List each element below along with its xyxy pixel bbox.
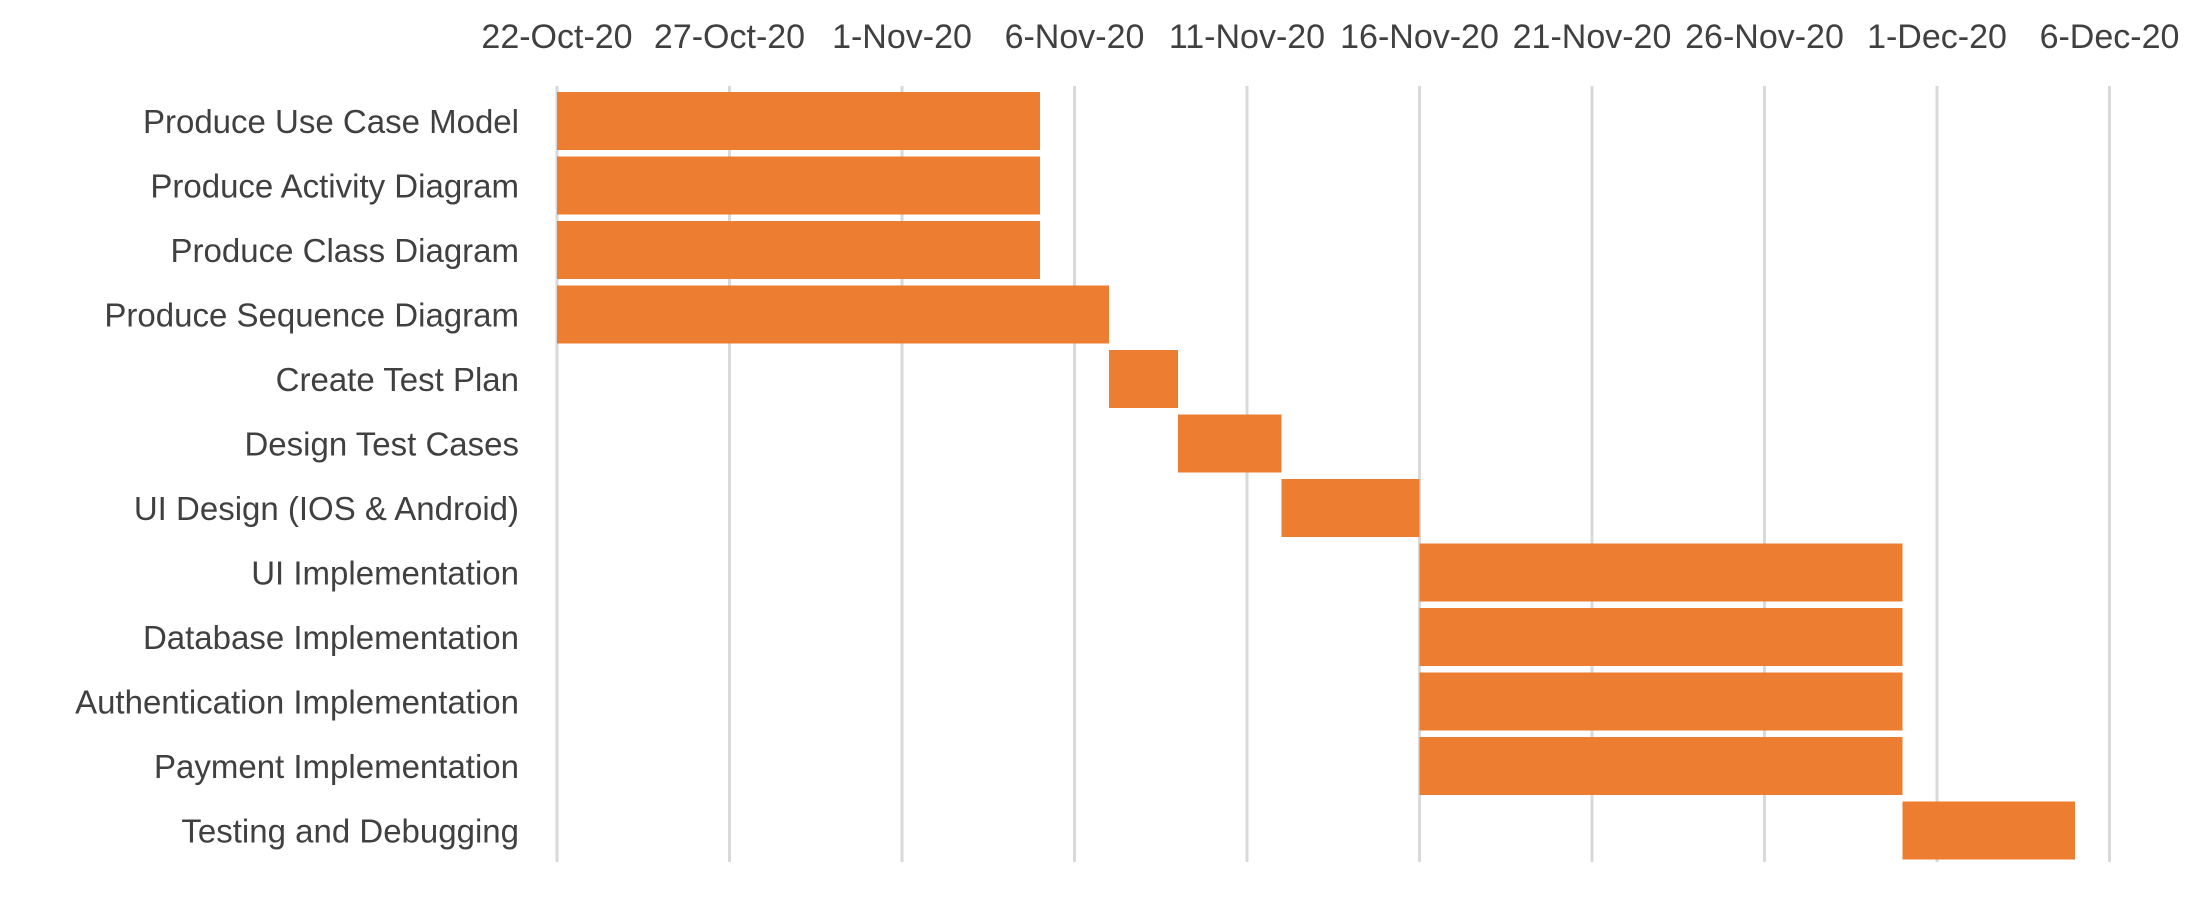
grid-lines [555, 86, 2111, 862]
task-bar [1419, 608, 1903, 666]
task-bar [1902, 801, 2075, 860]
task-label: Produce Class Diagram [171, 232, 519, 269]
x-tick-label: 1-Dec-20 [1867, 18, 2007, 56]
task-label: Create Test Plan [276, 361, 519, 398]
task-bar [557, 92, 1040, 150]
task-label: Database Implementation [143, 619, 519, 656]
task-label: UI Implementation [251, 555, 519, 592]
task-bar [1281, 479, 1420, 537]
x-tick-label: 22-Oct-20 [481, 18, 632, 56]
x-tick-label: 6-Nov-20 [1005, 18, 1145, 56]
task-bar [1419, 737, 1903, 795]
x-tick-label: 1-Nov-20 [832, 18, 972, 56]
x-tick-label: 26-Nov-20 [1685, 18, 1844, 56]
task-bar [557, 285, 1109, 344]
x-tick-label: 27-Oct-20 [654, 18, 805, 56]
x-axis-tick-labels: 22-Oct-20 27-Oct-20 1-Nov-20 6-Nov-20 11-Nov… [481, 18, 2179, 56]
task-label: Testing and Debugging [181, 813, 519, 850]
task-label: Authentication Implementation [75, 684, 519, 721]
task-labels: Produce Use Case Model Produce Activity D… [75, 103, 519, 850]
x-tick-label: 16-Nov-20 [1340, 18, 1499, 56]
task-bar [1419, 543, 1903, 602]
task-bar [557, 221, 1040, 279]
task-bar [1109, 350, 1178, 408]
task-bars [557, 92, 2075, 860]
task-label: Design Test Cases [244, 426, 519, 463]
task-bar [557, 156, 1040, 215]
x-tick-label: 21-Nov-20 [1513, 18, 1672, 56]
task-label: Payment Implementation [154, 748, 519, 785]
task-label: Produce Use Case Model [143, 103, 519, 140]
x-tick-label: 11-Nov-20 [1169, 18, 1325, 56]
task-label: Produce Sequence Diagram [104, 297, 519, 334]
task-label: Produce Activity Diagram [150, 168, 519, 205]
task-bar [1178, 414, 1282, 473]
task-label: UI Design (IOS & Android) [134, 490, 519, 527]
x-tick-label: 6-Dec-20 [2040, 18, 2180, 56]
task-bar [1419, 672, 1903, 731]
